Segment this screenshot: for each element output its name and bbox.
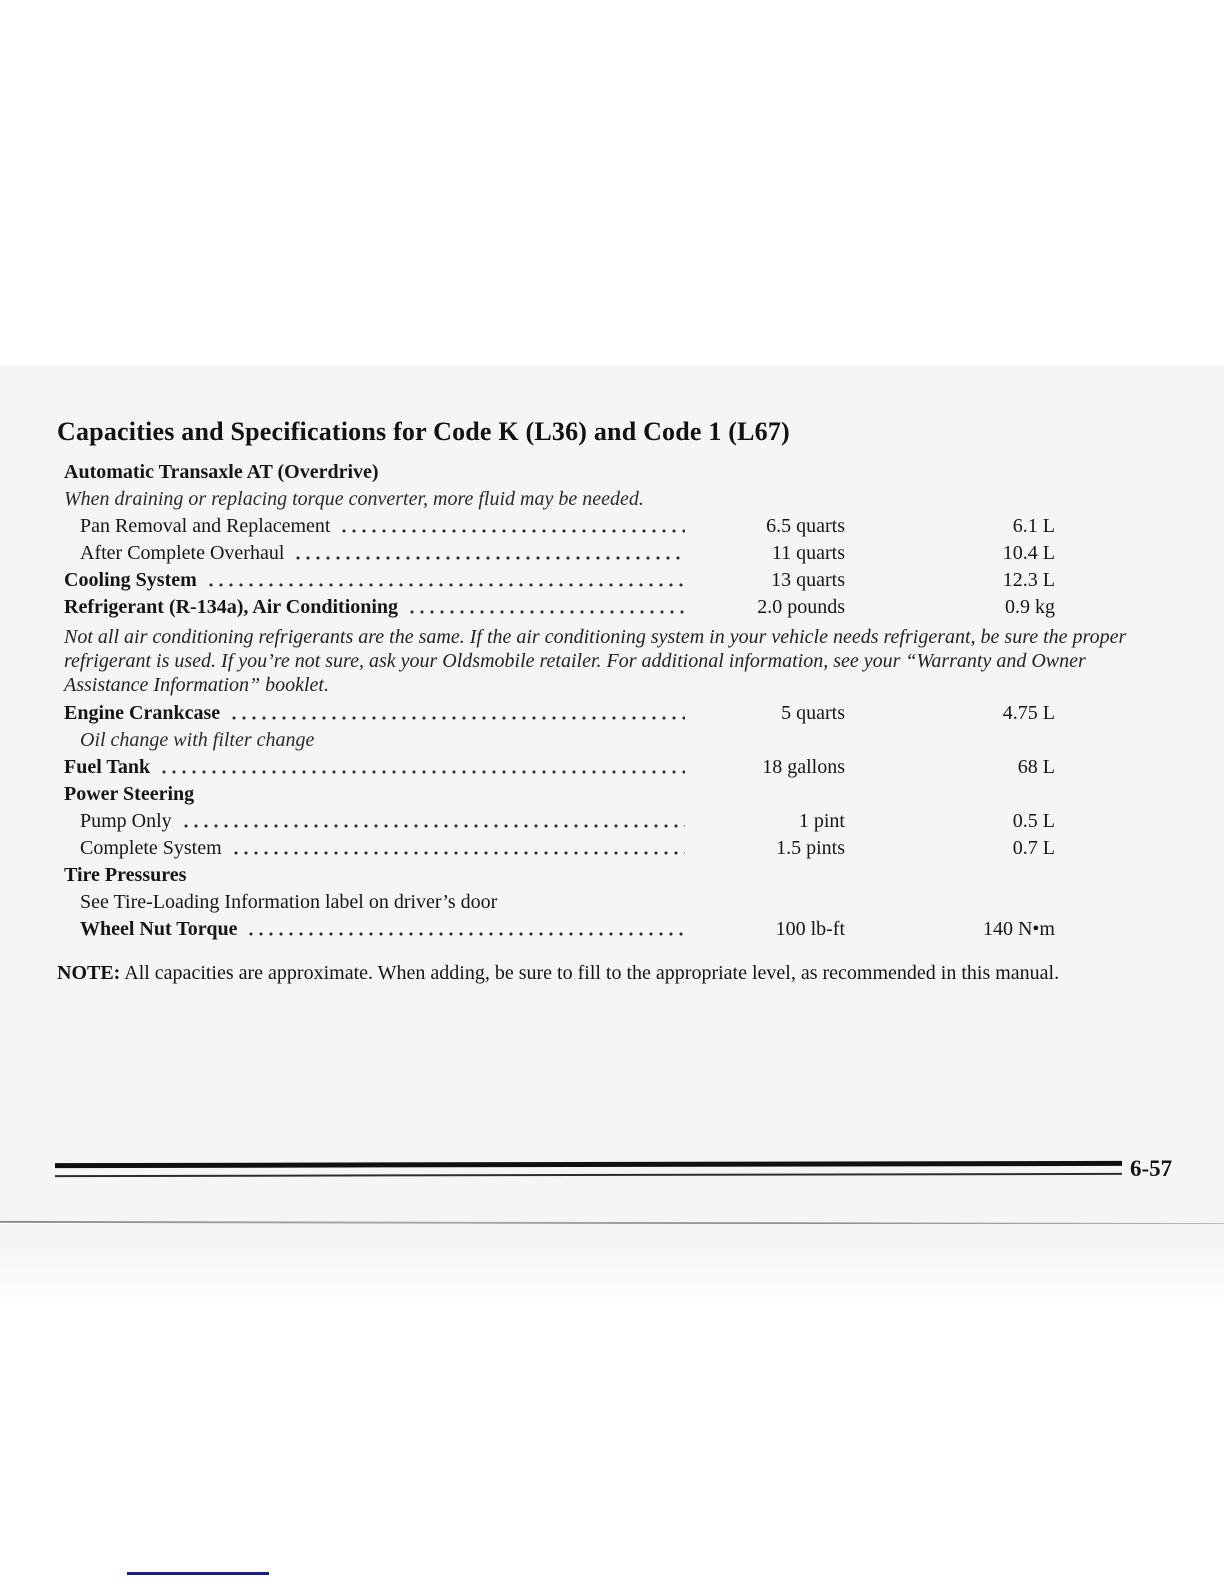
dot-leader: [291, 540, 685, 567]
footer-rule: [54, 1160, 1123, 1178]
spec-label: Refrigerant (R-134a), Air Conditioning: [64, 596, 399, 618]
dot-leader: [244, 916, 685, 943]
note-label: NOTE:: [57, 962, 121, 984]
italic-note: When draining or replacing torque conver…: [64, 488, 644, 510]
page-number: 6-57: [1130, 1156, 1173, 1181]
spec-value-metric: 68 L: [1017, 756, 1055, 778]
spec-value-us: 18 gallons: [762, 756, 845, 778]
spec-value-metric: 0.5 L: [1012, 810, 1055, 832]
spec-lines: Automatic Transaxle AT (Overdrive) When d…: [0, 459, 1224, 943]
spec-row: Engine Crankcase 5 quarts 4.75 L: [0, 700, 1140, 727]
note-paragraph: NOTE: All capacities are approximate. Wh…: [57, 961, 1162, 986]
spec-value-metric: 12.3 L: [1002, 569, 1055, 591]
dot-leader: [228, 835, 685, 862]
dot-leader: [203, 567, 685, 594]
dot-leader: [157, 754, 685, 781]
spec-label: Pump Only: [80, 810, 172, 832]
spec-value-metric: 140 N•m: [982, 918, 1055, 940]
spec-row: Refrigerant (R-134a), Air Conditioning 2…: [0, 594, 1140, 621]
refrigerant-note-paragraph: Not all air conditioning refrigerants ar…: [64, 626, 1127, 696]
spec-label: Complete System: [80, 837, 222, 859]
spec-row: Cooling System 13 quarts 12.3 L: [0, 567, 1140, 594]
spec-value-metric: 0.9 kg: [1005, 596, 1055, 618]
spec-label: Engine Crankcase: [64, 702, 221, 724]
note-text: All capacities are approximate. When add…: [124, 962, 1060, 984]
page-title: Capacities and Specifications for Code K…: [57, 417, 790, 446]
spec-value-us: 1 pint: [798, 810, 845, 832]
spec-value-us: 5 quarts: [781, 702, 845, 724]
dot-leader: [405, 594, 685, 621]
section-heading: Power Steering: [64, 783, 195, 805]
spec-row: After Complete Overhaul 11 quarts 10.4 L: [0, 540, 1140, 567]
spec-row: Pan Removal and Replacement 6.5 quarts 6…: [0, 513, 1140, 540]
dot-leader: [337, 513, 685, 540]
italic-note: Oil change with filter change: [80, 729, 315, 751]
spec-value-us: 1.5 pints: [776, 837, 845, 859]
spec-row: Wheel Nut Torque 100 lb-ft 140 N•m: [0, 916, 1140, 943]
spec-value-us: 2.0 pounds: [757, 596, 845, 618]
spec-value-metric: 6.1 L: [1012, 515, 1055, 537]
spec-label: Pan Removal and Replacement: [80, 515, 331, 537]
section-heading: Automatic Transaxle AT (Overdrive): [64, 461, 379, 483]
text-line: See Tire-Loading Information label on dr…: [80, 891, 498, 913]
spec-label: Cooling System: [64, 569, 197, 591]
spec-label: Wheel Nut Torque: [80, 918, 238, 940]
spec-label: Fuel Tank: [64, 756, 151, 778]
page-content: Capacities and Specifications for Code K…: [0, 365, 1224, 986]
spec-row: Complete System 1.5 pints 0.7 L: [0, 835, 1140, 862]
spec-value-us: 100 lb-ft: [775, 918, 845, 940]
spec-row: Fuel Tank 18 gallons 68 L: [0, 754, 1140, 781]
spec-label: After Complete Overhaul: [80, 542, 285, 564]
dot-leader: [178, 808, 685, 835]
spec-row: Pump Only 1 pint 0.5 L: [0, 808, 1140, 835]
spec-value-us: 13 quarts: [771, 569, 845, 591]
spec-value-metric: 0.7 L: [1012, 837, 1055, 859]
spec-value-us: 11 quarts: [771, 542, 845, 564]
spec-value-us: 6.5 quarts: [766, 515, 845, 537]
spec-value-metric: 10.4 L: [1002, 542, 1055, 564]
spec-value-metric: 4.75 L: [1002, 702, 1055, 724]
scan-shadow-fade: [0, 1224, 1224, 1304]
section-heading: Tire Pressures: [64, 864, 187, 886]
bottom-blue-line: [127, 1572, 269, 1575]
dot-leader: [227, 700, 685, 727]
manual-page: Capacities and Specifications for Code K…: [0, 365, 1224, 1223]
